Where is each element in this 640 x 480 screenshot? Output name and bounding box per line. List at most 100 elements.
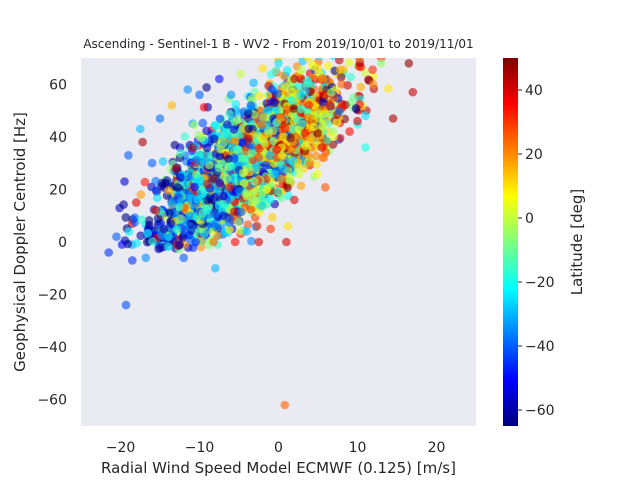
- scatter-point: [258, 64, 268, 73]
- scatter-point: [297, 65, 306, 75]
- scatter-point: [263, 106, 273, 115]
- scatter-point: [279, 164, 289, 173]
- x-tick-label: 20: [428, 440, 446, 456]
- scatter-point: [151, 185, 161, 195]
- y-tick-label: 0: [58, 235, 67, 251]
- scatter-point: [229, 118, 239, 127]
- scatter-point: [215, 74, 224, 84]
- scatter-point: [294, 170, 304, 179]
- scatter-point: [210, 192, 220, 202]
- scatter-point: [167, 199, 176, 209]
- scatter-point: [203, 179, 212, 189]
- scatter-point: [225, 225, 234, 234]
- scatter-point: [317, 143, 327, 152]
- scatter-point: [254, 237, 264, 247]
- colorbar-tick-label: −40: [525, 339, 555, 355]
- scatter-point: [282, 237, 291, 247]
- scatter-point: [313, 128, 322, 138]
- scatter-point: [246, 205, 256, 214]
- scatter-point: [226, 90, 236, 100]
- scatter-point: [240, 178, 249, 188]
- scatter-point: [121, 213, 131, 222]
- scatter-point: [244, 124, 254, 134]
- colorbar-tick-label: 0: [525, 211, 534, 227]
- scatter-point: [141, 253, 151, 263]
- scatter-point: [252, 221, 262, 231]
- scatter-point: [284, 175, 294, 185]
- x-tick-label: −10: [185, 440, 215, 456]
- scatter-point: [223, 120, 232, 129]
- scatter-point: [132, 198, 141, 207]
- scatter-point: [199, 103, 209, 112]
- y-tick-label: −60: [37, 393, 67, 409]
- scatter-point: [260, 139, 270, 149]
- scatter-point: [136, 190, 146, 199]
- scatter-point: [252, 197, 261, 206]
- scatter-point: [270, 98, 279, 107]
- colorbar-tick-label: −20: [525, 275, 555, 291]
- scatter-point: [219, 191, 228, 201]
- scatter-point: [262, 185, 271, 194]
- scatter-point: [165, 208, 175, 218]
- scatter-point: [282, 105, 292, 114]
- scatter-point: [317, 73, 327, 83]
- scatter-point: [200, 229, 209, 238]
- scatter-point: [278, 132, 287, 142]
- scatter-point: [238, 168, 248, 178]
- scatter-point: [190, 182, 199, 192]
- scatter-point: [329, 132, 339, 142]
- scatter-point: [315, 58, 324, 61]
- scatter-point: [192, 195, 202, 204]
- scatter-point: [136, 231, 145, 240]
- x-axis-label: Radial Wind Speed Model ECMWF (0.125) [m…: [101, 459, 456, 477]
- scatter-point: [304, 100, 314, 110]
- scatter-point: [172, 225, 182, 234]
- scatter-point: [376, 59, 386, 68]
- scatter-point: [325, 101, 335, 110]
- scatter-point: [236, 226, 245, 236]
- scatter-point: [136, 124, 145, 134]
- colorbar-tick-label: 40: [525, 83, 543, 99]
- scatter-point: [283, 183, 292, 193]
- scatter-point: [244, 134, 253, 143]
- scatter-point: [155, 114, 165, 123]
- x-axis-ticks: −20 −10 0 10 20: [106, 440, 446, 456]
- scatter-point: [277, 174, 287, 184]
- scatter-point: [151, 206, 161, 215]
- scatter-point: [301, 141, 310, 151]
- scatter-point: [246, 101, 256, 110]
- scatter-point: [247, 236, 256, 246]
- scatter-point: [242, 227, 252, 236]
- scatter-point: [300, 128, 310, 138]
- scatter-point: [319, 98, 328, 107]
- scatter-point: [249, 78, 258, 88]
- scatter-point: [195, 90, 204, 100]
- scatter-point: [202, 126, 211, 136]
- scatter-point: [151, 176, 160, 186]
- scatter-point: [180, 132, 190, 141]
- scatter-point: [247, 94, 256, 104]
- scatter-point: [202, 205, 212, 214]
- scatter-point: [229, 125, 239, 134]
- y-axis-label: Geophysical Doppler Centroid [Hz]: [11, 112, 29, 372]
- scatter-point: [225, 109, 234, 119]
- scatter-point: [211, 121, 221, 130]
- scatter-point: [303, 113, 313, 122]
- scatter-point: [259, 112, 268, 121]
- scatter-point: [311, 151, 321, 161]
- scatter-point: [137, 215, 146, 224]
- scatter-point: [307, 134, 316, 143]
- scatter-point: [321, 183, 330, 192]
- scatter-point: [297, 119, 307, 128]
- scatter-point: [212, 186, 221, 195]
- scatter-point: [175, 202, 184, 212]
- scatter-point: [349, 93, 358, 102]
- scatter-point: [301, 58, 306, 59]
- scatter-point: [202, 143, 212, 152]
- scatter-point: [289, 97, 298, 107]
- scatter-point: [289, 104, 299, 113]
- scatter-point: [303, 58, 313, 63]
- scatter-point: [271, 66, 281, 75]
- scatter-point: [236, 207, 246, 217]
